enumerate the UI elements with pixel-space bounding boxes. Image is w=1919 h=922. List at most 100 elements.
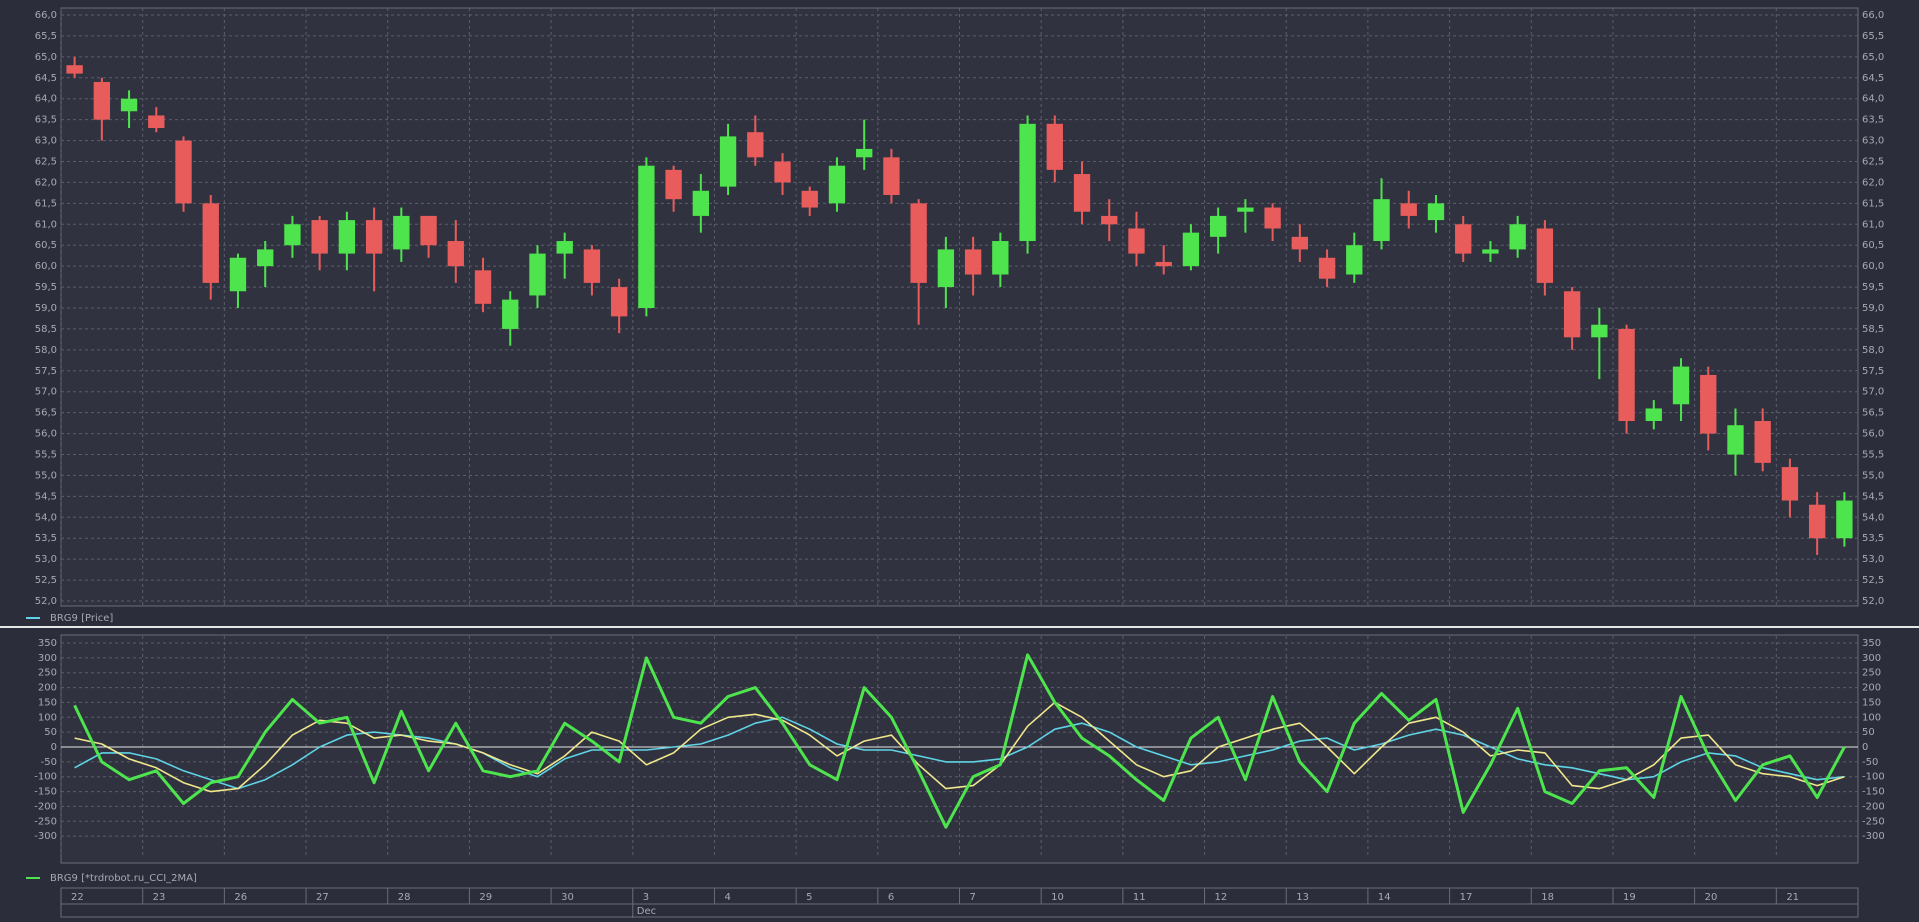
date-label: 13 (1296, 892, 1309, 903)
y-tick-label-right: 55,0 (1862, 470, 1884, 481)
y-tick-label: -150 (34, 787, 57, 798)
candle-body (665, 169, 682, 200)
candle-body (229, 257, 247, 292)
candle-body (992, 241, 1009, 275)
date-label: 18 (1541, 892, 1554, 903)
y-tick-label-right: 55,5 (1862, 450, 1884, 461)
y-tick-label: 250 (38, 668, 57, 679)
cci-line (74, 701, 1845, 793)
candle-body (1455, 224, 1472, 254)
y-tick-label: -200 (34, 801, 57, 812)
y-tick-label-right: 300 (1862, 653, 1881, 664)
y-tick-label: 55,5 (35, 450, 57, 461)
y-tick-label: 56,5 (35, 408, 57, 419)
y-tick-label-right: 61,5 (1862, 198, 1884, 209)
y-tick-label-right: 54,0 (1862, 512, 1884, 523)
candle-body (1264, 207, 1281, 229)
date-label: 12 (1215, 892, 1228, 903)
y-tick-label: 66,0 (35, 10, 57, 21)
y-tick-label: 65,5 (35, 31, 57, 42)
y-tick-label-right: 56,5 (1862, 408, 1884, 419)
candle-body (1591, 324, 1608, 338)
y-tick-label: 52,0 (35, 596, 57, 607)
candle-body (1727, 425, 1744, 455)
y-tick-label-right: 200 (1862, 683, 1881, 694)
y-tick-label: 54,0 (35, 512, 57, 523)
y-tick-label: 64,0 (35, 94, 57, 105)
date-label: 23 (153, 892, 166, 903)
candle-body (93, 81, 111, 120)
y-tick-label: 100 (38, 712, 57, 723)
y-tick-label: 55,0 (35, 470, 57, 481)
candle-body (1536, 228, 1554, 283)
legend-label: BRG9 [*trdrobot.ru_CCI_2MA] (50, 873, 197, 884)
candle-body (66, 65, 83, 74)
y-tick-label-right: 58,0 (1862, 345, 1884, 356)
candle-body (447, 241, 464, 267)
candle-body (1700, 374, 1717, 434)
candle-body (1645, 408, 1662, 422)
y-tick-label-right: 62,0 (1862, 177, 1884, 188)
candle-body (692, 190, 710, 216)
y-tick-label: 62,0 (35, 177, 57, 188)
candle-body (175, 140, 192, 204)
date-label: 19 (1623, 892, 1636, 903)
y-tick-label: 0 (51, 742, 57, 753)
y-tick-label-right: -150 (1862, 787, 1885, 798)
price-panel (60, 7, 1859, 607)
y-tick-label-right: 53,5 (1862, 533, 1884, 544)
y-tick-label: 150 (38, 697, 57, 708)
candle-body (801, 190, 818, 208)
date-label: 27 (316, 892, 329, 903)
y-tick-label-right: 60,5 (1862, 240, 1884, 251)
candle-body (1836, 500, 1853, 539)
y-tick-label: 200 (38, 683, 57, 694)
date-label: 20 (1705, 892, 1718, 903)
candle-body (393, 215, 410, 250)
candle-body (856, 148, 873, 158)
date-label: 14 (1378, 892, 1391, 903)
cci-line (74, 716, 1845, 790)
y-tick-label: -300 (34, 831, 57, 842)
candle-body (1128, 228, 1145, 254)
candle-body (420, 215, 437, 246)
y-tick-label: 50 (44, 727, 57, 738)
y-tick-label-right: 0 (1862, 742, 1868, 753)
candle-body (120, 98, 138, 112)
candle-body (1073, 174, 1091, 212)
y-tick-label: 53,5 (35, 533, 57, 544)
candle-body (1482, 249, 1499, 254)
y-tick-label-right: 62,5 (1862, 157, 1884, 168)
candle-body (1318, 257, 1336, 279)
y-tick-label-right: 57,0 (1862, 387, 1884, 398)
candle-body (257, 249, 274, 267)
y-tick-label-right: -50 (1862, 757, 1878, 768)
month-label: Dec (637, 906, 656, 917)
y-tick-label: 59,0 (35, 303, 57, 314)
y-tick-label-right: 58,5 (1862, 324, 1884, 335)
candle-body (964, 249, 982, 275)
date-label: 11 (1133, 892, 1146, 903)
candle-body (202, 203, 219, 283)
candle-body (284, 224, 301, 246)
y-tick-label-right: -300 (1862, 831, 1885, 842)
y-tick-label-right: -100 (1862, 772, 1885, 783)
y-tick-label-right: 250 (1862, 668, 1881, 679)
candle-body (638, 165, 655, 308)
date-label: 5 (806, 892, 812, 903)
y-tick-label-right: 60,0 (1862, 261, 1884, 272)
candle-body (937, 249, 955, 288)
y-tick-label-right: 63,5 (1862, 115, 1884, 126)
y-tick-label-right: 54,5 (1862, 491, 1884, 502)
candle-body (1155, 261, 1172, 267)
candle-body (148, 115, 165, 129)
legend-label: BRG9 [Price] (50, 613, 113, 624)
y-tick-label: 60,0 (35, 261, 57, 272)
y-tick-label-right: 61,0 (1862, 219, 1884, 230)
y-tick-label-right: 150 (1862, 697, 1881, 708)
candle-body (719, 136, 737, 187)
candle-body (556, 241, 573, 254)
y-tick-label: 57,5 (35, 366, 57, 377)
candle-body (910, 203, 927, 283)
y-tick-label-right: 59,0 (1862, 303, 1884, 314)
